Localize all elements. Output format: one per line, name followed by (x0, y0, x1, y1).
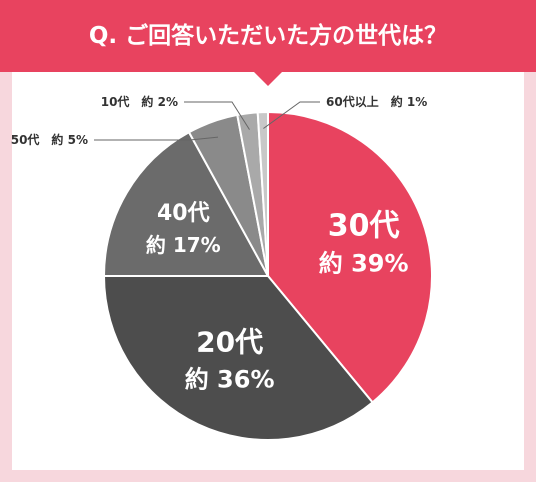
slice-label-value: 約 36% (185, 366, 275, 394)
page-title: Q. ご回答いただいた方の世代は？ (88, 23, 448, 49)
slice-callout-label: 50代 約 5% (11, 132, 88, 147)
slice-label-name: 30代 (328, 209, 400, 244)
title-banner (0, 0, 536, 72)
leader-line (94, 136, 219, 141)
banner-pointer (254, 72, 282, 86)
slice-callout-label: 10代 約 2% (101, 94, 178, 109)
slice-label-value: 約 39% (319, 250, 409, 278)
slice-label-value: 約 17% (146, 233, 221, 257)
pie-slice-6 (256, 110, 269, 277)
slice-callout-label: 60代以上 約 1% (326, 94, 427, 109)
slice-label-name: 40代 (157, 201, 210, 226)
pie-slice-1 (267, 110, 433, 404)
slice-label-name: 20代 (196, 326, 263, 359)
pie-slice-2 (102, 275, 374, 441)
leader-line (263, 101, 320, 129)
leader-line (184, 101, 250, 130)
